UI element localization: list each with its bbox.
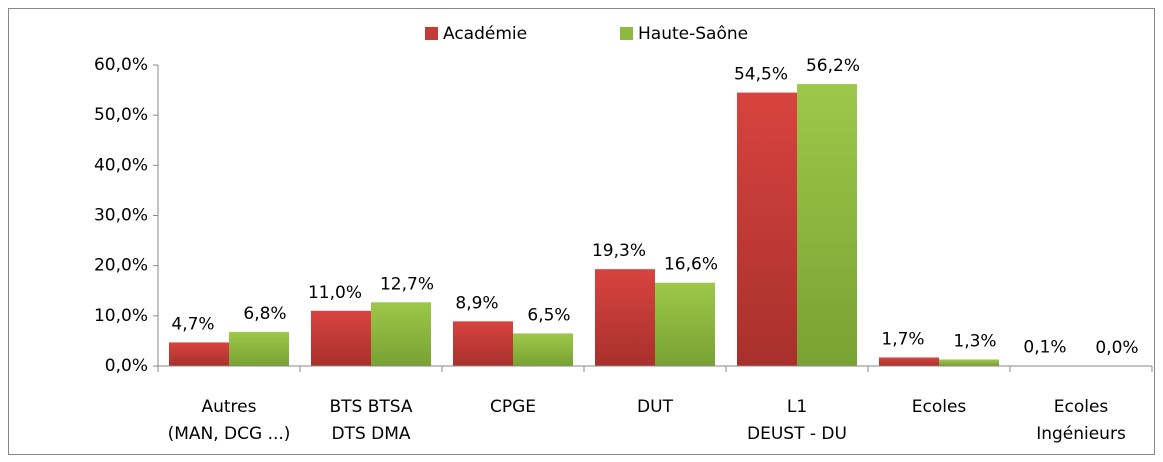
legend-swatch (425, 27, 438, 40)
value-label: 0,0% (1095, 338, 1138, 358)
legend-label: Haute-Saône (638, 24, 748, 44)
bar (513, 333, 573, 366)
bar (371, 302, 431, 366)
x-tick-label: Ingénieurs (1036, 424, 1126, 444)
value-label: 4,7% (171, 314, 214, 334)
value-label: 0,1% (1023, 337, 1066, 357)
value-label: 6,8% (243, 304, 286, 324)
value-label: 19,3% (592, 241, 646, 261)
value-label: 12,7% (380, 274, 434, 294)
bar (939, 359, 999, 366)
y-tick-label: 30,0% (94, 206, 148, 226)
value-label: 1,3% (953, 331, 996, 351)
x-tick-label: Ecoles (1054, 397, 1109, 417)
y-tick-label: 40,0% (94, 155, 148, 175)
bar (737, 92, 797, 366)
value-label: 56,2% (806, 56, 860, 76)
y-tick-label: 60,0% (94, 55, 148, 75)
x-tick-label: CPGE (490, 397, 536, 417)
x-tick-label: DEUST - DU (747, 424, 847, 444)
bar (229, 331, 289, 366)
bar (879, 357, 939, 366)
value-label: 11,0% (308, 283, 362, 303)
x-tick-label: Ecoles (912, 397, 967, 417)
value-label: 1,7% (881, 329, 924, 349)
value-label: 54,5% (734, 65, 788, 85)
x-tick-label: Autres (201, 397, 256, 417)
value-label: 6,5% (527, 305, 570, 325)
bar (453, 321, 513, 366)
bar (311, 310, 371, 366)
y-tick-label: 20,0% (94, 256, 148, 276)
x-tick-label: BTS BTSA (329, 397, 412, 417)
y-tick-label: 10,0% (94, 306, 148, 326)
x-tick-label: L1 (787, 397, 807, 417)
value-label: 16,6% (664, 255, 718, 275)
chart-border (8, 8, 1155, 455)
bar (797, 84, 857, 367)
legend-label: Académie (443, 24, 527, 44)
legend-swatch (620, 27, 633, 40)
y-tick-label: 50,0% (94, 105, 148, 125)
x-tick-label: DTS DMA (331, 424, 410, 444)
x-tick-label: (MAN, DCG ...) (168, 424, 291, 444)
value-label: 8,9% (455, 293, 498, 313)
y-tick-label: 0,0% (105, 356, 148, 376)
bar (655, 282, 715, 366)
bar (169, 342, 229, 366)
x-tick-label: DUT (637, 397, 674, 417)
bar (595, 269, 655, 366)
